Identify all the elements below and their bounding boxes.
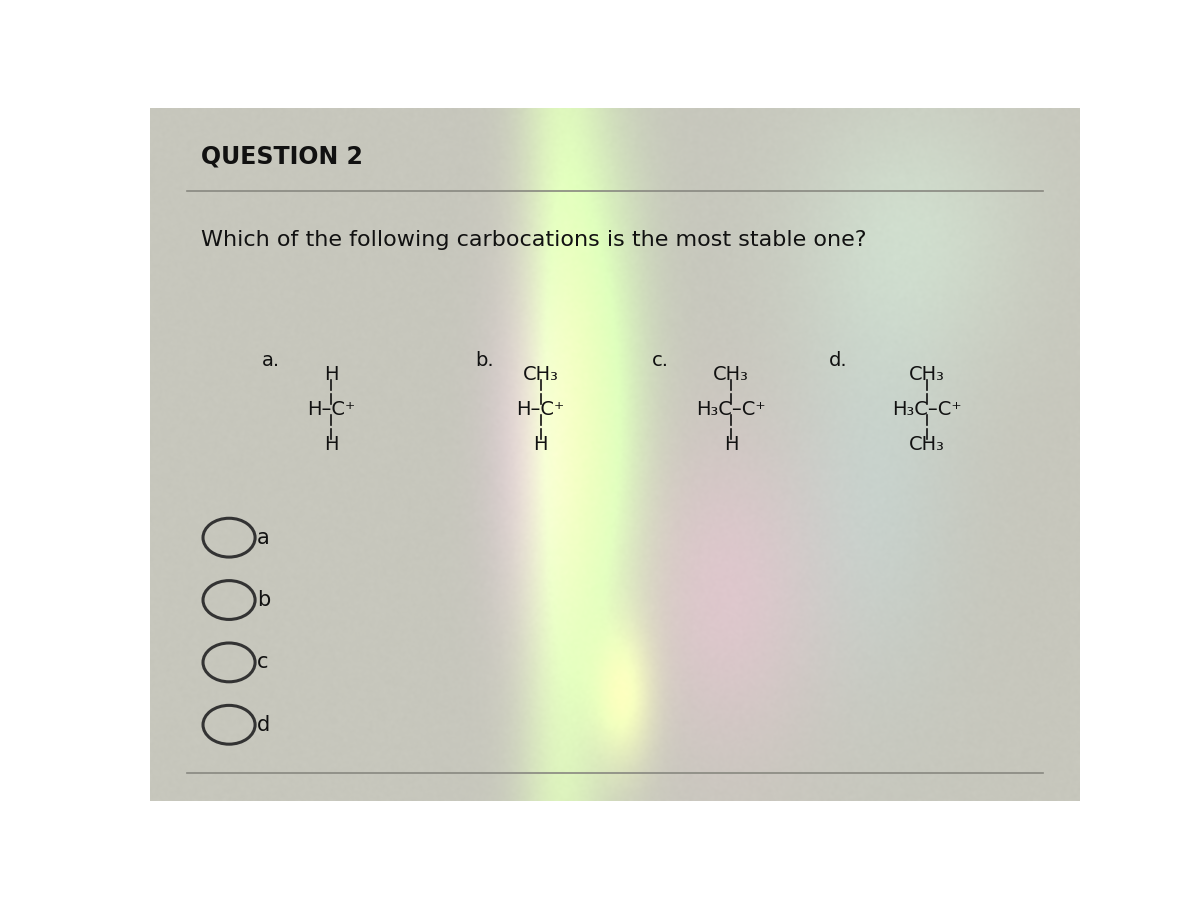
Text: H: H (324, 365, 338, 384)
Text: d: d (257, 715, 270, 734)
Text: CH₃: CH₃ (908, 365, 944, 384)
Text: d.: d. (829, 351, 847, 371)
Text: H₃C–C⁺: H₃C–C⁺ (892, 400, 961, 419)
Text: H–C⁺: H–C⁺ (307, 400, 355, 419)
Text: H: H (724, 435, 738, 454)
Text: QUESTION 2: QUESTION 2 (202, 145, 364, 168)
Text: c.: c. (653, 351, 670, 371)
Text: H–C⁺: H–C⁺ (516, 400, 565, 419)
Text: CH₃: CH₃ (713, 365, 749, 384)
Text: H₃C–C⁺: H₃C–C⁺ (696, 400, 766, 419)
Text: a.: a. (262, 351, 280, 371)
Text: CH₃: CH₃ (908, 435, 944, 454)
Text: c: c (257, 652, 269, 672)
Text: b: b (257, 590, 270, 610)
Text: Which of the following carbocations is the most stable one?: Which of the following carbocations is t… (202, 230, 866, 249)
Text: H: H (324, 435, 338, 454)
Text: a: a (257, 527, 270, 548)
Text: CH₃: CH₃ (523, 365, 558, 384)
Text: H: H (533, 435, 548, 454)
Text: b.: b. (475, 351, 494, 371)
